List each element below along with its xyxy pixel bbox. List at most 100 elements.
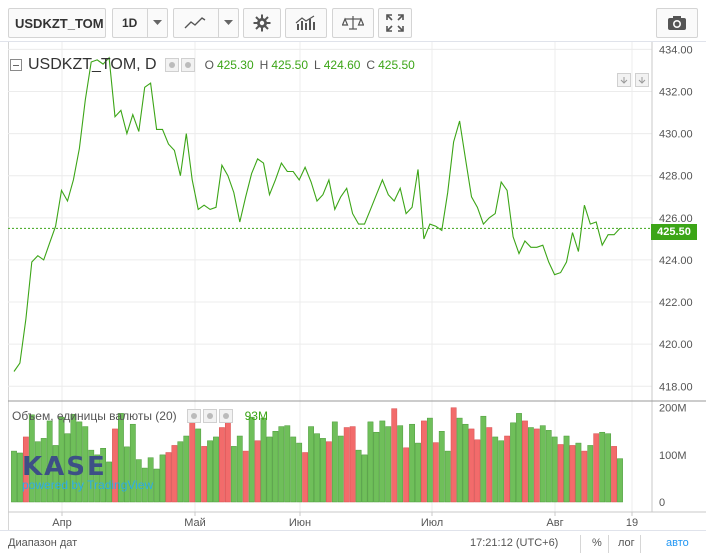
- arrow-down-icon[interactable]: [635, 73, 649, 87]
- volume-bar: [58, 416, 65, 503]
- volume-bar: [17, 452, 23, 503]
- volume-bar: [118, 413, 124, 503]
- kase-logo[interactable]: KASE powered by TradingView: [22, 452, 153, 492]
- gear-icon: [253, 14, 271, 32]
- bottom-bar: Диапазон дат 17:21:12 (UTC+6) % лог авто: [0, 530, 706, 558]
- volume-bar: [320, 438, 326, 503]
- volume-bars: [11, 407, 623, 503]
- gear-icon[interactable]: [218, 409, 233, 423]
- volume-legend: Объем, единицы валюты (20) 93M: [12, 409, 268, 423]
- volume-bar: [361, 454, 368, 503]
- price-line: [13, 56, 621, 372]
- interval-selector[interactable]: 1D: [112, 8, 168, 38]
- divider: [608, 535, 609, 553]
- price-series: [8, 56, 652, 372]
- indicators-button[interactable]: [285, 8, 327, 38]
- volume-bar: [207, 440, 213, 503]
- volume-bar: [421, 420, 427, 503]
- volume-bar: [242, 450, 249, 503]
- volume-bar: [11, 450, 17, 503]
- fullscreen-button[interactable]: [378, 8, 412, 38]
- volume-bar: [141, 467, 148, 503]
- volume-bar: [236, 435, 243, 503]
- time-axis-labels: Апр Май Июн Июл Авг 19: [52, 512, 638, 529]
- percent-toggle[interactable]: %: [592, 537, 602, 549]
- volume-bar: [450, 407, 457, 503]
- volume-bar: [284, 425, 291, 503]
- gear-icon[interactable]: [202, 409, 217, 423]
- volume-bar: [415, 442, 421, 503]
- date-range-button[interactable]: Диапазон дат: [8, 537, 78, 549]
- symbol-input[interactable]: USDKZT_TOM: [8, 8, 106, 38]
- ohlc-high: H 425.50: [259, 58, 309, 72]
- volume-bar: [64, 433, 71, 503]
- volume-bar: [349, 426, 356, 503]
- top-toolbar: USDKZT_TOM 1D: [0, 0, 706, 42]
- volume-bar: [426, 417, 433, 503]
- volume-bar: [159, 454, 166, 503]
- volume-bar: [82, 426, 89, 503]
- clock-label[interactable]: 17:21:12 (UTC+6): [470, 537, 559, 549]
- volume-bar: [605, 433, 612, 503]
- interval-label: 1D: [122, 16, 138, 30]
- volume-bar: [171, 445, 178, 503]
- price-tick-label: 424.00: [659, 255, 693, 267]
- volume-bar: [409, 423, 415, 503]
- chart-svg: 418.00 420.00 422.00 424.00 426.00 428.00 430.…: [8, 42, 706, 529]
- time-tick-label: Май: [184, 517, 206, 529]
- volume-bar: [331, 421, 338, 503]
- ohlc-low: L 424.60: [314, 58, 361, 72]
- screenshot-button[interactable]: [656, 8, 698, 38]
- volume-bar: [201, 446, 208, 503]
- price-tick-label: 432.00: [659, 86, 693, 98]
- volume-bar: [22, 436, 29, 503]
- compare-button[interactable]: [332, 8, 374, 38]
- volume-bar: [40, 438, 47, 503]
- volume-bar: [129, 423, 136, 503]
- powered-by-link[interactable]: powered by TradingView: [22, 478, 154, 492]
- volume-bar: [147, 457, 154, 503]
- last-price-label: 425.50: [651, 224, 697, 240]
- price-tick-label: 434.00: [659, 44, 693, 56]
- volume-bar: [498, 440, 505, 503]
- volume-bar: [551, 436, 558, 503]
- volume-bar: [527, 427, 534, 503]
- volume-bar: [52, 445, 59, 503]
- arrow-down-icon[interactable]: [617, 73, 631, 87]
- volume-bar: [355, 449, 362, 503]
- volume-bar: [492, 436, 499, 503]
- volume-bar: [379, 420, 386, 503]
- gear-icon[interactable]: [164, 58, 179, 72]
- gear-icon[interactable]: [180, 58, 195, 72]
- chart-type-selector[interactable]: [173, 8, 239, 38]
- volume-bar: [385, 426, 392, 503]
- divider: [640, 535, 641, 553]
- volume-bar: [290, 436, 297, 503]
- log-toggle[interactable]: лог: [618, 537, 635, 549]
- chevron-down-icon[interactable]: [218, 9, 238, 37]
- series-title: USDKZT_TOM, D: [28, 56, 157, 73]
- volume-bar: [575, 442, 582, 503]
- volume-tick-label: 100M: [659, 450, 687, 462]
- volume-bar: [266, 436, 273, 503]
- volume-bar: [230, 446, 237, 503]
- volume-bar: [183, 435, 190, 503]
- chevron-down-icon[interactable]: [147, 9, 167, 37]
- volume-bar: [510, 422, 516, 503]
- settings-button[interactable]: [243, 8, 281, 38]
- volume-bar: [219, 427, 225, 503]
- auto-scale-toggle[interactable]: авто: [666, 537, 689, 549]
- volume-bar: [486, 427, 493, 503]
- price-tick-label: 426.00: [659, 213, 693, 225]
- collapse-toggle[interactable]: [10, 59, 22, 71]
- volume-bar: [314, 433, 320, 503]
- chart-area[interactable]: [8, 42, 706, 530]
- fullscreen-icon: [386, 14, 404, 32]
- gear-icon[interactable]: [186, 409, 201, 423]
- volume-bar: [254, 440, 261, 503]
- price-tick-label: 418.00: [659, 381, 693, 393]
- volume-bar: [189, 409, 196, 503]
- volume-bar: [480, 415, 487, 503]
- line-chart-icon: [184, 16, 206, 30]
- volume-bar: [569, 445, 576, 503]
